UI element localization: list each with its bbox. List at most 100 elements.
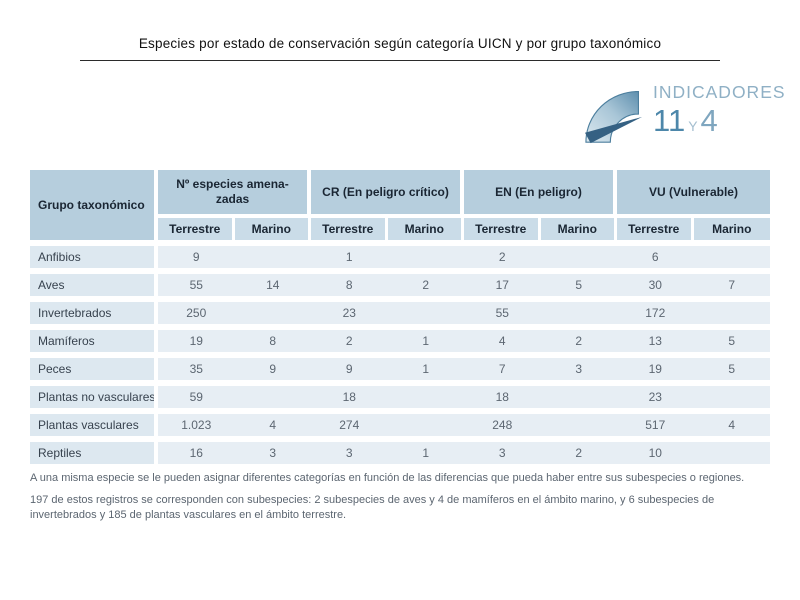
row-label: Invertebrados bbox=[30, 302, 158, 324]
row-label: Plantas vasculares bbox=[30, 414, 158, 436]
page-title: Especies por estado de conservación segú… bbox=[80, 36, 720, 61]
row-label: Aves bbox=[30, 274, 158, 296]
column-group-vu: VU (Vulnerable) bbox=[617, 170, 770, 214]
value-cell bbox=[693, 246, 770, 268]
value-cell: 23 bbox=[311, 302, 388, 324]
value-cell: 5 bbox=[693, 358, 770, 380]
value-cell: 5 bbox=[693, 330, 770, 352]
value-cell bbox=[540, 386, 617, 408]
table-row: Mamíferos 19 8 2 1 4 2 13 5 bbox=[30, 330, 770, 352]
value-cell: 9 bbox=[311, 358, 388, 380]
column-subheader-marino: Marino bbox=[387, 218, 464, 240]
table-row: Reptiles 16 3 3 1 3 2 10 bbox=[30, 442, 770, 464]
species-table: Grupo taxonómico Nº especies amena- zada… bbox=[30, 170, 770, 464]
value-cell: 7 bbox=[693, 274, 770, 296]
footnotes: A una misma especie se le pueden asignar… bbox=[30, 471, 778, 524]
value-cell: 1 bbox=[387, 358, 464, 380]
value-cell: 19 bbox=[617, 358, 694, 380]
row-label: Reptiles bbox=[30, 442, 158, 464]
value-cell: 23 bbox=[617, 386, 694, 408]
logo-number-right: 4 bbox=[700, 102, 718, 138]
footnote-2: 197 de estos registros se corresponden c… bbox=[30, 493, 715, 522]
column-subheader-marino: Marino bbox=[540, 218, 617, 240]
value-cell: 3 bbox=[464, 442, 541, 464]
value-cell: 6 bbox=[617, 246, 694, 268]
value-cell: 18 bbox=[311, 386, 388, 408]
value-cell: 1.023 bbox=[158, 414, 235, 436]
value-cell bbox=[540, 414, 617, 436]
value-cell: 55 bbox=[464, 302, 541, 324]
row-label: Mamíferos bbox=[30, 330, 158, 352]
value-cell: 1 bbox=[387, 442, 464, 464]
table-row: Plantas vasculares 1.023 4 274 248 517 4 bbox=[30, 414, 770, 436]
value-cell: 59 bbox=[158, 386, 235, 408]
table-row: Anfibios 9 1 2 6 bbox=[30, 246, 770, 268]
value-cell: 250 bbox=[158, 302, 235, 324]
value-cell bbox=[540, 302, 617, 324]
value-cell: 3 bbox=[540, 358, 617, 380]
value-cell: 2 bbox=[540, 442, 617, 464]
table-row: Aves 55 14 8 2 17 5 30 7 bbox=[30, 274, 770, 296]
value-cell: 17 bbox=[464, 274, 541, 296]
value-cell: 2 bbox=[311, 330, 388, 352]
column-subheader-terrestre: Terrestre bbox=[617, 218, 694, 240]
table-row: Invertebrados 250 23 55 172 bbox=[30, 302, 770, 324]
value-cell: 172 bbox=[617, 302, 694, 324]
value-cell: 517 bbox=[617, 414, 694, 436]
value-cell: 10 bbox=[617, 442, 694, 464]
value-cell: 4 bbox=[693, 414, 770, 436]
value-cell: 1 bbox=[311, 246, 388, 268]
value-cell: 4 bbox=[234, 414, 311, 436]
value-cell: 7 bbox=[464, 358, 541, 380]
value-cell: 1 bbox=[387, 330, 464, 352]
logo-numbers: 11 Y 4 bbox=[653, 105, 786, 136]
column-subheader-terrestre: Terrestre bbox=[158, 218, 235, 240]
value-cell: 9 bbox=[158, 246, 235, 268]
value-cell: 2 bbox=[464, 246, 541, 268]
row-label: Anfibios bbox=[30, 246, 158, 268]
table-body: Anfibios 9 1 2 6 Aves 55 14 8 2 17 5 30 7 Invertebrado… bbox=[30, 246, 770, 464]
value-cell: 16 bbox=[158, 442, 235, 464]
value-cell bbox=[387, 386, 464, 408]
value-cell bbox=[540, 246, 617, 268]
logo-conjunction: Y bbox=[688, 117, 698, 134]
value-cell: 3 bbox=[311, 442, 388, 464]
indicadores-logo: INDICADORES 11 Y 4 bbox=[584, 82, 786, 144]
value-cell: 55 bbox=[158, 274, 235, 296]
table-row: Plantas no vasculares 59 18 18 23 bbox=[30, 386, 770, 408]
row-label: Plantas no vasculares bbox=[30, 386, 158, 408]
value-cell: 19 bbox=[158, 330, 235, 352]
logo-text: INDICADORES 11 Y 4 bbox=[653, 82, 786, 136]
column-subheader-terrestre: Terrestre bbox=[464, 218, 541, 240]
value-cell bbox=[693, 386, 770, 408]
logo-name: INDICADORES bbox=[653, 82, 786, 102]
column-group-cr: CR (En peligro crítico) bbox=[311, 170, 464, 214]
column-subheader-marino: Marino bbox=[693, 218, 770, 240]
column-subheader-terrestre: Terrestre bbox=[311, 218, 388, 240]
logo-number-left: 11 bbox=[653, 102, 686, 138]
value-cell bbox=[387, 246, 464, 268]
value-cell bbox=[693, 442, 770, 464]
value-cell bbox=[234, 302, 311, 324]
value-cell bbox=[234, 246, 311, 268]
value-cell: 2 bbox=[387, 274, 464, 296]
value-cell bbox=[693, 302, 770, 324]
column-group-en: EN (En peligro) bbox=[464, 170, 617, 214]
value-cell: 13 bbox=[617, 330, 694, 352]
value-cell bbox=[387, 302, 464, 324]
column-subheader-marino: Marino bbox=[234, 218, 311, 240]
value-cell: 14 bbox=[234, 274, 311, 296]
value-cell: 8 bbox=[311, 274, 388, 296]
value-cell: 35 bbox=[158, 358, 235, 380]
value-cell: 4 bbox=[464, 330, 541, 352]
value-cell: 2 bbox=[540, 330, 617, 352]
row-label: Peces bbox=[30, 358, 158, 380]
gauge-icon bbox=[585, 90, 643, 144]
column-header-grupo-taxonomico: Grupo taxonómico bbox=[30, 170, 158, 240]
column-group-n-especies-amenazadas: Nº especies amena- zadas bbox=[158, 170, 311, 214]
table-row: Peces 35 9 9 1 7 3 19 5 bbox=[30, 358, 770, 380]
footnote-1: A una misma especie se le pueden asignar… bbox=[30, 472, 745, 484]
value-cell: 274 bbox=[311, 414, 388, 436]
value-cell: 3 bbox=[234, 442, 311, 464]
